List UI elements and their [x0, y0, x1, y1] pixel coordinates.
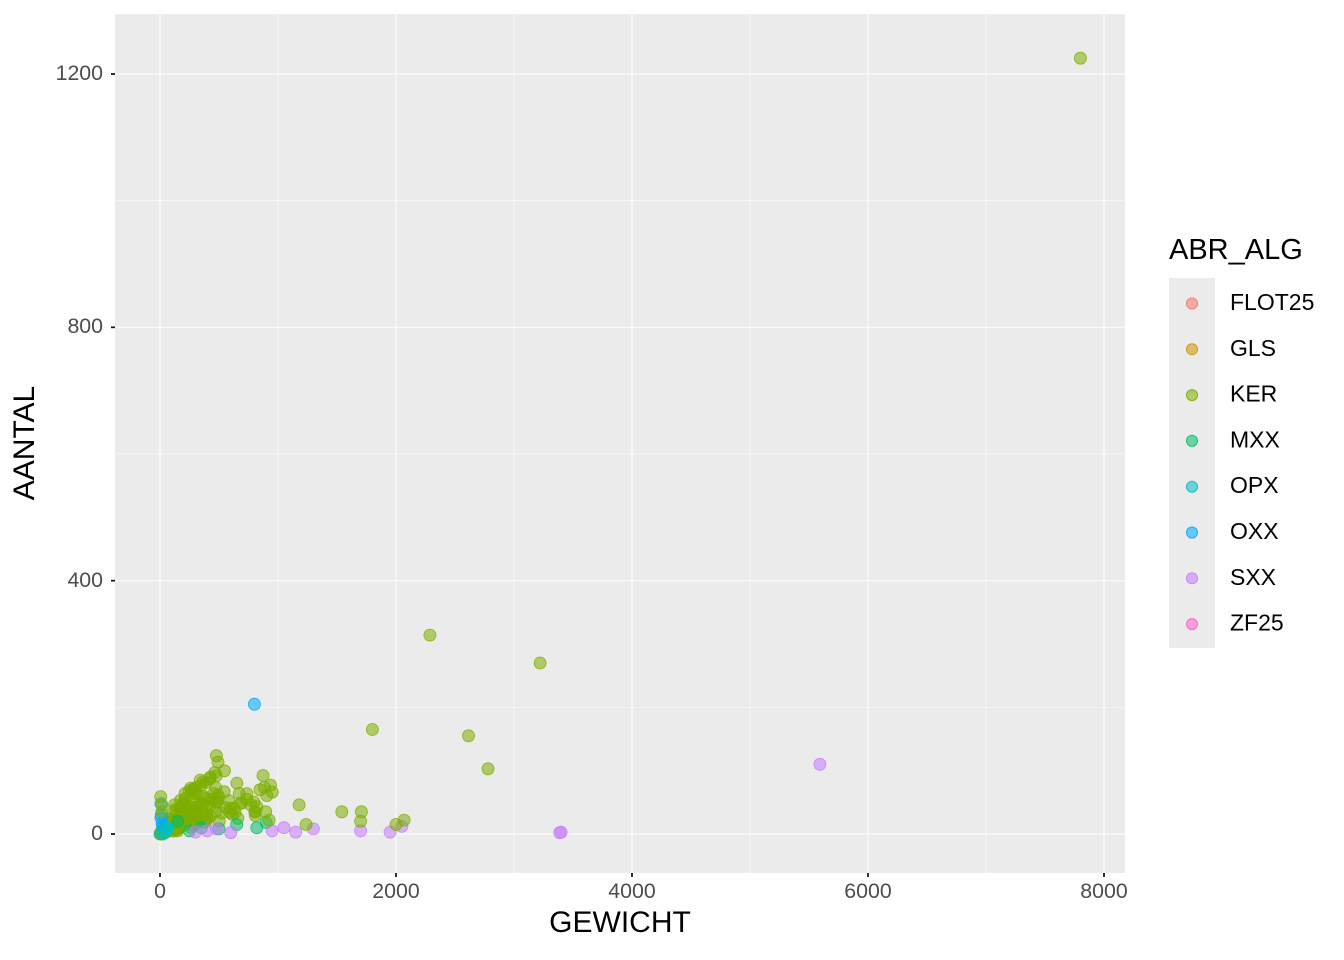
svg-text:4000: 4000: [608, 879, 656, 903]
svg-text:1200: 1200: [56, 61, 104, 85]
svg-text:OPX: OPX: [1230, 472, 1279, 498]
svg-text:FLOT25: FLOT25: [1230, 289, 1314, 315]
svg-text:ABR_ALG: ABR_ALG: [1169, 234, 1303, 266]
svg-text:8000: 8000: [1080, 879, 1128, 903]
svg-text:MXX: MXX: [1230, 426, 1280, 452]
svg-text:GLS: GLS: [1230, 335, 1276, 361]
svg-text:0: 0: [154, 879, 166, 903]
svg-text:800: 800: [67, 314, 103, 338]
svg-text:0: 0: [91, 821, 103, 845]
svg-text:6000: 6000: [844, 879, 892, 903]
svg-text:AANTAL: AANTAL: [8, 386, 41, 500]
svg-text:400: 400: [67, 568, 103, 592]
svg-text:SXX: SXX: [1230, 564, 1276, 590]
svg-text:OXX: OXX: [1230, 518, 1279, 544]
svg-text:GEWICHT: GEWICHT: [549, 906, 691, 939]
svg-text:2000: 2000: [372, 879, 420, 903]
svg-text:ZF25: ZF25: [1230, 610, 1284, 636]
svg-text:KER: KER: [1230, 381, 1277, 407]
